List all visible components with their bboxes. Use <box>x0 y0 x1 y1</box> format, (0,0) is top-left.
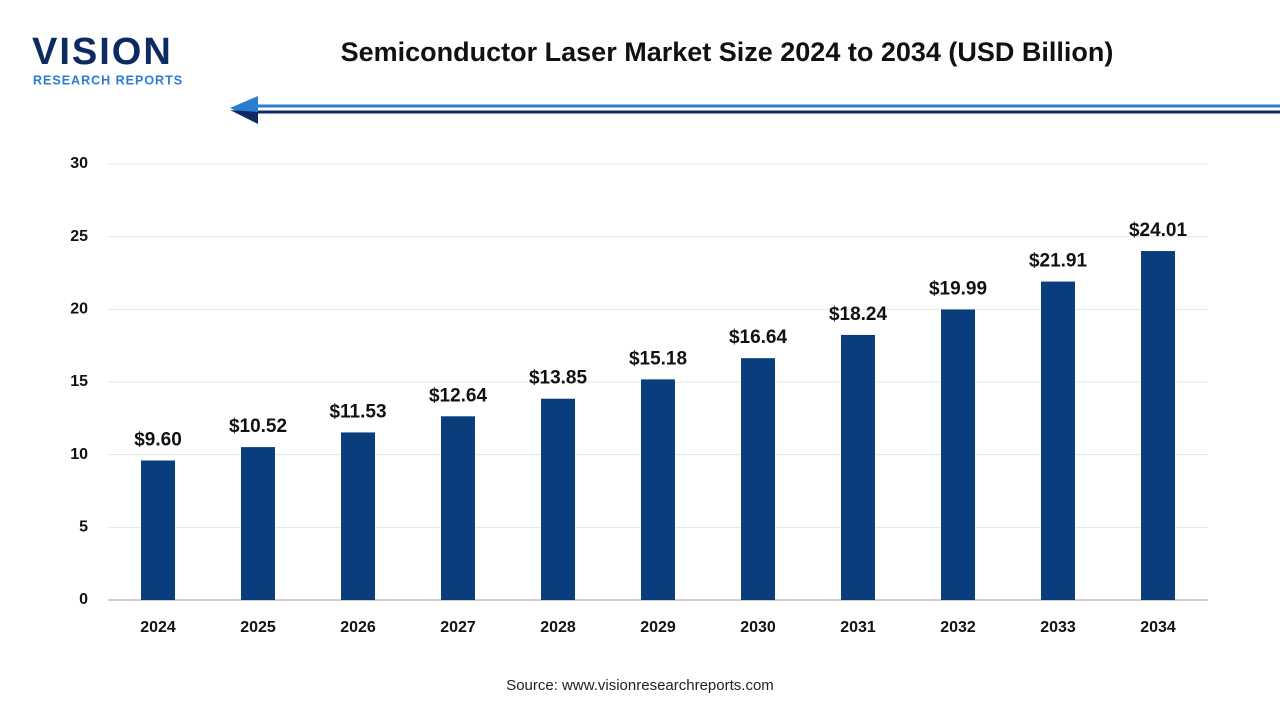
x-tick-label: 2031 <box>840 619 876 636</box>
x-tick-label: 2025 <box>240 619 276 636</box>
bar <box>1141 251 1175 600</box>
data-label: $9.60 <box>134 429 182 450</box>
data-label: $24.01 <box>1129 220 1188 241</box>
chart-title: Semiconductor Laser Market Size 2024 to … <box>341 37 1114 67</box>
data-label: $16.64 <box>729 327 788 348</box>
x-tick-label: 2030 <box>740 619 776 636</box>
x-tick-label: 2024 <box>140 619 176 636</box>
y-tick-label: 5 <box>79 519 88 536</box>
bar <box>241 447 275 600</box>
bar <box>1041 281 1075 600</box>
source-note: Source: www.visionresearchreports.com <box>506 677 774 694</box>
y-tick-label: 20 <box>70 301 88 318</box>
x-tick-label: 2027 <box>440 619 476 636</box>
bar <box>641 379 675 600</box>
bar <box>341 432 375 600</box>
header-arrow <box>230 110 258 124</box>
x-tick-label: 2034 <box>1140 619 1176 636</box>
data-label: $21.91 <box>1029 251 1088 272</box>
bar <box>141 460 175 600</box>
data-label: $13.85 <box>529 368 588 389</box>
x-tick-label: 2033 <box>1040 619 1076 636</box>
bar <box>541 398 575 600</box>
data-label: $12.64 <box>429 385 488 406</box>
data-label: $11.53 <box>329 401 386 422</box>
y-tick-label: 0 <box>79 591 88 608</box>
bar <box>741 358 775 600</box>
data-label: $15.18 <box>629 348 687 369</box>
x-tick-label: 2026 <box>340 619 376 636</box>
x-tick-label: 2032 <box>940 619 976 636</box>
bar <box>941 309 975 600</box>
y-tick-label: 15 <box>70 373 88 390</box>
data-label: $19.99 <box>929 278 987 299</box>
y-tick-label: 25 <box>70 228 88 245</box>
y-tick-label: 10 <box>70 446 88 463</box>
logo-tagline: RESEARCH REPORTS <box>33 73 183 87</box>
data-label: $10.52 <box>229 416 287 437</box>
data-label: $18.24 <box>829 304 888 325</box>
x-tick-label: 2028 <box>540 619 576 636</box>
x-tick-label: 2029 <box>640 619 676 636</box>
bar <box>841 334 875 600</box>
logo-name: VISION <box>32 31 173 73</box>
y-tick-label: 30 <box>70 155 88 172</box>
bar <box>441 416 475 600</box>
